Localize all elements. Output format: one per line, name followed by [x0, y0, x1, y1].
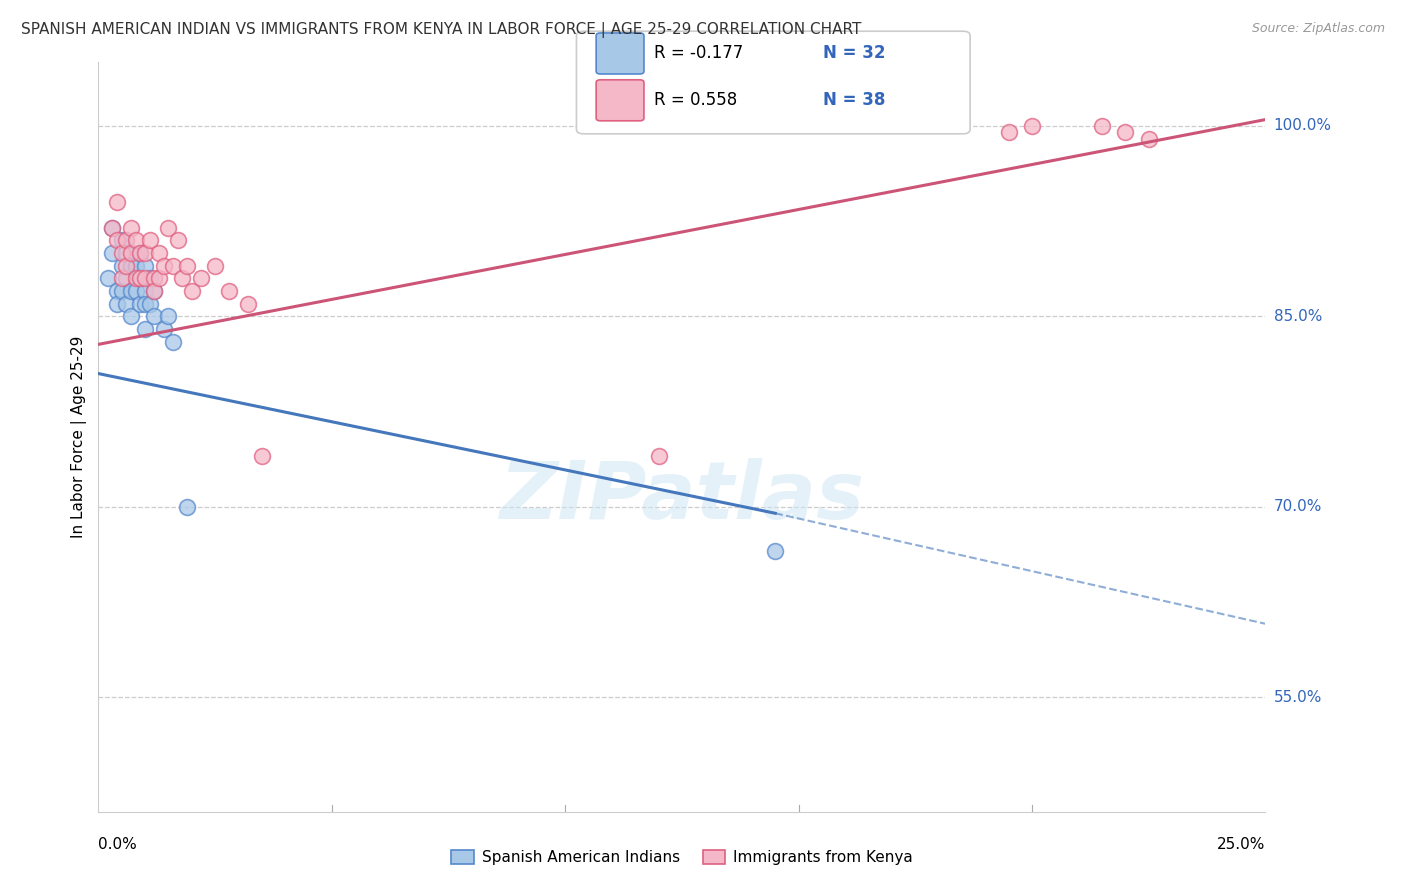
Point: [143, 271, 166, 285]
Point: [143, 284, 166, 298]
Text: Source: ZipAtlas.com: Source: ZipAtlas.com: [1251, 22, 1385, 36]
Point: [115, 259, 138, 273]
Point: [105, 297, 128, 311]
Point: [129, 297, 152, 311]
Point: [105, 195, 128, 210]
Point: [115, 233, 138, 247]
Point: [134, 322, 156, 336]
Point: [129, 271, 152, 285]
Point: [997, 125, 1019, 139]
Text: N = 32: N = 32: [823, 45, 884, 62]
Text: N = 38: N = 38: [823, 91, 884, 110]
Point: [143, 284, 166, 298]
Point: [143, 310, 166, 324]
Point: [111, 284, 134, 298]
Y-axis label: In Labor Force | Age 25-29: In Labor Force | Age 25-29: [72, 336, 87, 538]
Point: [1091, 119, 1114, 133]
Point: [129, 246, 152, 260]
Point: [105, 284, 128, 298]
Point: [115, 297, 138, 311]
Text: 25.0%: 25.0%: [1218, 837, 1265, 852]
Point: [120, 246, 142, 260]
Point: [125, 233, 148, 247]
Text: 70.0%: 70.0%: [1274, 500, 1322, 515]
Point: [148, 271, 170, 285]
Text: 85.0%: 85.0%: [1274, 309, 1322, 324]
Point: [157, 220, 180, 235]
Point: [134, 259, 156, 273]
Point: [139, 233, 162, 247]
Point: [134, 271, 156, 285]
Point: [111, 246, 134, 260]
Text: R = -0.177: R = -0.177: [654, 45, 742, 62]
FancyBboxPatch shape: [596, 33, 644, 74]
Text: 0.0%: 0.0%: [98, 837, 138, 852]
Point: [763, 544, 786, 558]
Point: [152, 322, 174, 336]
Point: [115, 271, 138, 285]
Text: ZIPatlas: ZIPatlas: [499, 458, 865, 536]
Point: [125, 259, 148, 273]
Point: [250, 449, 273, 463]
Point: [101, 246, 124, 260]
Legend: Spanish American Indians, Immigrants from Kenya: Spanish American Indians, Immigrants fro…: [444, 844, 920, 871]
Text: 55.0%: 55.0%: [1274, 690, 1322, 705]
Point: [134, 297, 156, 311]
Point: [176, 259, 198, 273]
Point: [111, 233, 134, 247]
Point: [180, 284, 202, 298]
Point: [120, 259, 142, 273]
FancyBboxPatch shape: [576, 31, 970, 134]
Point: [148, 246, 170, 260]
Point: [152, 259, 174, 273]
Point: [125, 284, 148, 298]
Point: [218, 284, 240, 298]
Point: [111, 259, 134, 273]
Point: [162, 334, 184, 349]
Point: [139, 271, 162, 285]
Point: [101, 220, 124, 235]
Point: [101, 220, 124, 235]
Point: [120, 310, 142, 324]
Point: [129, 246, 152, 260]
FancyBboxPatch shape: [596, 79, 644, 120]
Point: [1137, 131, 1160, 145]
Point: [125, 271, 148, 285]
Point: [162, 259, 184, 273]
Point: [139, 297, 162, 311]
Point: [157, 310, 180, 324]
Point: [115, 246, 138, 260]
Point: [204, 259, 226, 273]
Point: [105, 233, 128, 247]
Point: [190, 271, 212, 285]
Point: [1114, 125, 1136, 139]
Point: [134, 284, 156, 298]
Text: R = 0.558: R = 0.558: [654, 91, 737, 110]
Point: [1021, 119, 1043, 133]
Point: [176, 500, 198, 514]
Text: 100.0%: 100.0%: [1274, 119, 1331, 134]
Point: [120, 220, 142, 235]
Point: [166, 233, 188, 247]
Text: SPANISH AMERICAN INDIAN VS IMMIGRANTS FROM KENYA IN LABOR FORCE | AGE 25-29 CORR: SPANISH AMERICAN INDIAN VS IMMIGRANTS FR…: [21, 22, 862, 38]
Point: [129, 271, 152, 285]
Point: [172, 271, 194, 285]
Point: [120, 284, 142, 298]
Point: [134, 246, 156, 260]
Point: [111, 271, 134, 285]
Point: [647, 449, 669, 463]
Point: [97, 271, 120, 285]
Point: [236, 297, 259, 311]
